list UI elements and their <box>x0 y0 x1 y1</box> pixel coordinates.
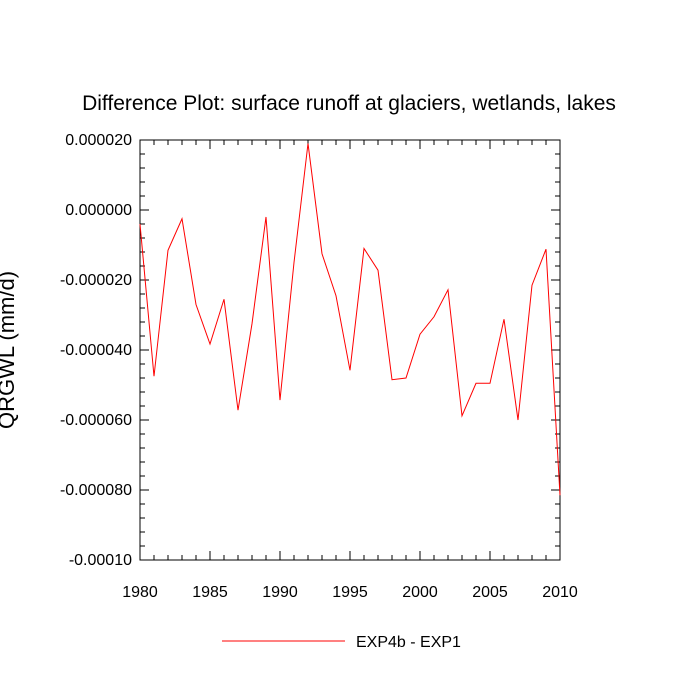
x-tick-label: 1980 <box>122 584 158 601</box>
x-axis-ticks: 1980 1985 1990 1995 2000 2005 2010 <box>122 140 578 601</box>
x-tick-label: 1985 <box>192 584 228 601</box>
legend: EXP4b - EXP1 <box>222 634 461 651</box>
series-line <box>139 143 561 496</box>
y-axis-label: QRGWL (mm/d) <box>0 271 19 429</box>
x-tick-label: 2005 <box>472 584 508 601</box>
x-tick-label: 1990 <box>262 584 298 601</box>
y-tick-label: -0.000060 <box>60 412 132 429</box>
y-tick-label: -0.000040 <box>60 342 132 359</box>
y-tick-label: -0.000080 <box>60 482 132 499</box>
y-axis-ticks: 0.000020 0.000000 -0.000020 -0.000040 -0.000… <box>60 132 560 569</box>
x-tick-label: 2010 <box>542 584 578 601</box>
y-tick-label: -0.000020 <box>60 272 132 289</box>
y-tick-label: 0.000000 <box>65 202 132 219</box>
x-tick-label: 2000 <box>402 584 438 601</box>
y-tick-label: 0.000020 <box>65 132 132 149</box>
series-layer <box>139 143 561 496</box>
chart-title: Difference Plot: surface runoff at glaci… <box>82 92 616 115</box>
legend-label: EXP4b - EXP1 <box>356 634 461 651</box>
x-tick-label: 1995 <box>332 584 368 601</box>
y-tick-label: -0.00010 <box>69 552 132 569</box>
